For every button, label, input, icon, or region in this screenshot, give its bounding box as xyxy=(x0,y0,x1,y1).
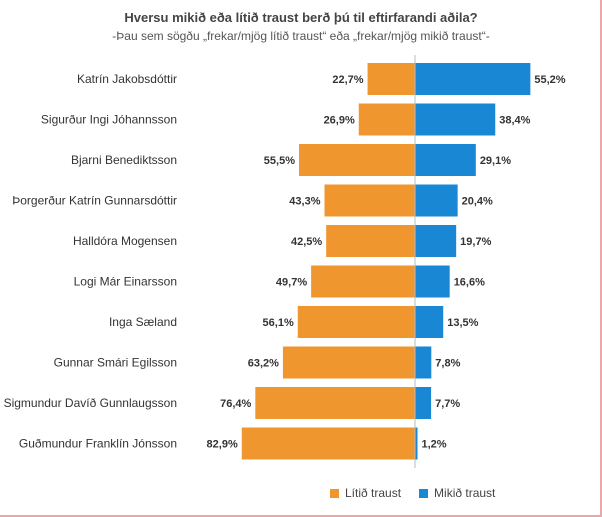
legend-item-mikid: Mikið traust xyxy=(419,486,495,500)
bar-litid-traust xyxy=(297,306,415,338)
category-label: Sigmundur Davíð Gunnlaugsson xyxy=(4,396,177,410)
chart-subtitle: -Þau sem sögðu „frekar/mjög lítið traust… xyxy=(112,29,490,43)
value-label-mikid: 38,4% xyxy=(499,115,530,127)
value-label-litid: 26,9% xyxy=(324,115,355,127)
value-label-mikid: 16,6% xyxy=(454,277,485,289)
value-label-mikid: 20,4% xyxy=(462,196,493,208)
bar-mikid-traust xyxy=(415,346,432,379)
legend: Lítið traust Mikið traust xyxy=(330,486,513,500)
value-label-mikid: 1,2% xyxy=(422,439,447,451)
value-label-litid: 55,5% xyxy=(264,155,295,167)
legend-label-mikid: Mikið traust xyxy=(434,486,496,500)
value-label-mikid: 19,7% xyxy=(460,236,491,248)
value-label-mikid: 55,2% xyxy=(534,74,565,86)
category-label: Guðmundur Franklín Jónsson xyxy=(19,437,177,451)
value-label-litid: 82,9% xyxy=(207,439,238,451)
bar-mikid-traust xyxy=(415,184,458,217)
category-label: Katrín Jakobsdóttir xyxy=(77,72,177,86)
bar-mikid-traust xyxy=(415,427,418,460)
legend-swatch-mikid xyxy=(419,488,429,498)
legend-label-litid: Lítið traust xyxy=(345,486,402,500)
value-label-litid: 22,7% xyxy=(332,74,363,86)
category-label: Þorgerður Katrín Gunnarsdóttir xyxy=(12,194,177,208)
bar-litid-traust xyxy=(326,225,415,257)
value-label-litid: 56,1% xyxy=(263,317,294,329)
category-label: Logi Már Einarsson xyxy=(74,275,177,289)
bar-litid-traust xyxy=(241,427,415,460)
value-label-litid: 43,3% xyxy=(289,196,320,208)
bar-litid-traust xyxy=(311,265,415,298)
bar-mikid-traust xyxy=(415,306,444,338)
chart-title: Hversu mikið eða lítið traust berð þú ti… xyxy=(124,10,478,25)
category-label: Sigurður Ingi Jóhannsson xyxy=(41,113,177,127)
bar-mikid-traust xyxy=(415,225,457,257)
category-label: Inga Sæland xyxy=(109,315,177,329)
value-label-mikid: 29,1% xyxy=(480,155,511,167)
bar-mikid-traust xyxy=(415,265,450,298)
bar-litid-traust xyxy=(299,144,415,176)
value-label-mikid: 13,5% xyxy=(447,317,478,329)
bar-mikid-traust xyxy=(415,144,476,176)
value-label-mikid: 7,8% xyxy=(435,358,460,370)
category-label: Bjarni Benediktsson xyxy=(71,153,177,167)
legend-item-litid: Lítið traust xyxy=(330,486,401,500)
category-label: Gunnar Smári Egilsson xyxy=(54,356,177,370)
value-label-litid: 42,5% xyxy=(291,236,322,248)
value-label-litid: 76,4% xyxy=(220,398,251,410)
bar-mikid-traust xyxy=(415,387,432,419)
legend-swatch-litid xyxy=(330,488,339,498)
value-label-litid: 63,2% xyxy=(248,358,279,370)
bar-litid-traust xyxy=(282,346,415,379)
bar-litid-traust xyxy=(255,387,415,419)
value-label-litid: 49,7% xyxy=(276,277,307,289)
bar-litid-traust xyxy=(367,63,415,95)
value-label-mikid: 7,7% xyxy=(435,398,460,410)
bar-litid-traust xyxy=(324,184,415,217)
bar-litid-traust xyxy=(358,103,415,136)
bar-mikid-traust xyxy=(415,63,531,95)
bar-mikid-traust xyxy=(415,103,496,136)
category-label: Halldóra Mogensen xyxy=(73,234,177,248)
